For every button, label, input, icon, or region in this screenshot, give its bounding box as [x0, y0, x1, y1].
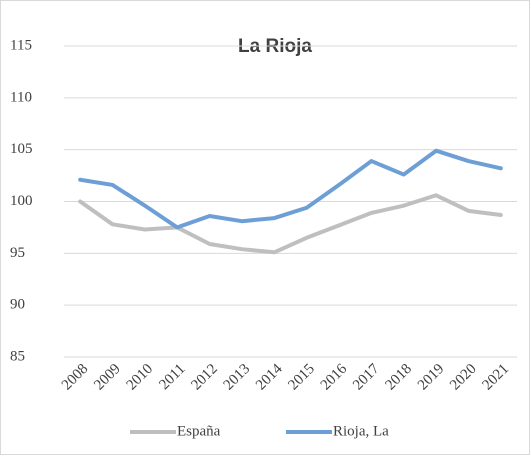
line-series [78, 148, 503, 230]
y-tick-label: 105 [10, 141, 33, 157]
y-tick-label: 90 [10, 297, 25, 313]
line-series [78, 193, 503, 255]
y-tick-label: 95 [10, 245, 25, 261]
y-tick-label: 115 [10, 37, 32, 53]
legend-label: España [177, 423, 221, 439]
y-tick-label: 110 [10, 89, 32, 105]
y-tick-label: 100 [10, 193, 33, 209]
y-tick-label: 85 [10, 348, 25, 364]
legend-label: Rioja, La [333, 423, 389, 439]
chart-title: La Rioja [238, 36, 312, 57]
